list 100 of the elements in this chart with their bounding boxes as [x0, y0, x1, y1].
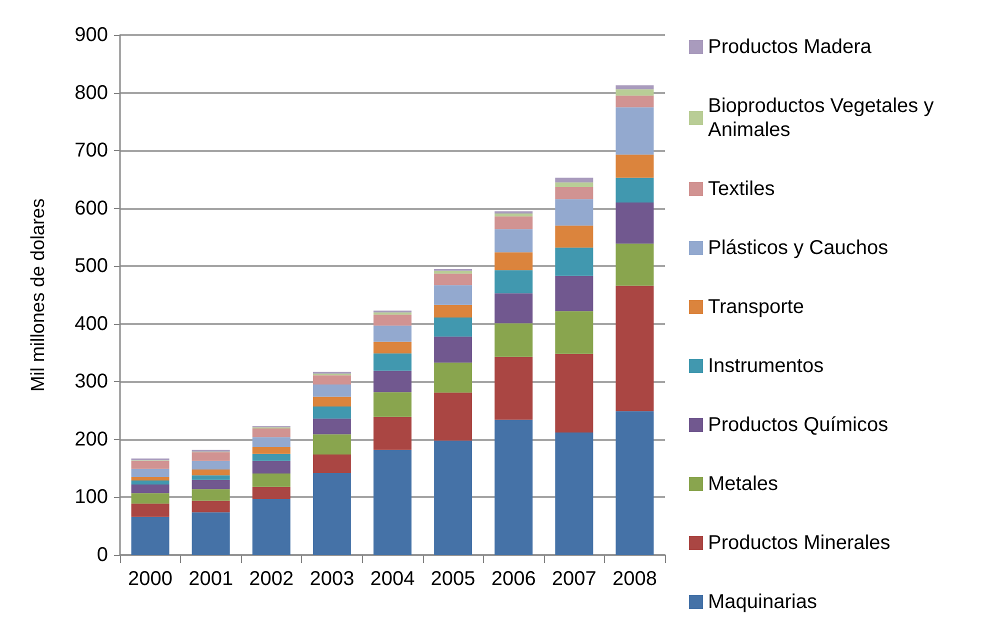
bar: [494, 323, 533, 357]
x-tick-label: 2001: [188, 568, 234, 590]
bar: [312, 375, 351, 385]
bar: [555, 311, 594, 354]
y-tick-label: 900: [74, 24, 108, 46]
bar: [374, 326, 412, 342]
bar: [131, 493, 170, 504]
y-axis-title: Mil millones de dolares: [28, 198, 49, 392]
bar: [555, 186, 594, 200]
bar: [494, 214, 533, 216]
bar: [555, 178, 594, 182]
bar: [192, 452, 230, 461]
bar: [616, 107, 654, 155]
bar: [192, 500, 230, 512]
bar: [252, 446, 290, 454]
bar: [555, 354, 594, 433]
x-tick-label: 2000: [128, 568, 173, 590]
bar: [555, 248, 594, 276]
bar: [192, 475, 230, 480]
bar: [616, 96, 654, 108]
bar: [555, 276, 594, 312]
legend-label: Bioproductos Vegetales y Animales: [708, 95, 940, 141]
x-tick-label: 2003: [310, 568, 354, 590]
x-tick-label: 2004: [370, 568, 415, 590]
x-tick-label: 2005: [430, 568, 476, 590]
bar: [192, 480, 230, 490]
y-tick-label: 200: [74, 428, 108, 450]
bar: [555, 199, 594, 226]
legend-label: Plásticos y Cauchos: [708, 237, 888, 259]
bar: [555, 432, 594, 555]
bar: [494, 252, 533, 270]
bar: [312, 472, 351, 555]
legend-label: Maquinarias: [708, 591, 817, 613]
bar: [252, 454, 290, 461]
bar: [494, 216, 533, 230]
bar: [434, 304, 472, 318]
y-tick-label: 100: [74, 486, 108, 508]
bar: [616, 154, 654, 178]
bar: [494, 229, 533, 252]
bar: [312, 454, 351, 473]
bar: [131, 468, 170, 477]
bar: [131, 504, 170, 517]
x-tick-label: 2007: [552, 568, 596, 590]
bar: [616, 244, 654, 286]
bar: [192, 469, 230, 476]
bar: [374, 370, 412, 392]
bar: [374, 392, 412, 417]
bar: [434, 318, 472, 337]
y-tick-label: 500: [74, 255, 108, 278]
bar: [434, 285, 472, 305]
y-tick-label: 300: [74, 370, 108, 393]
bar: [312, 396, 351, 407]
bar: [312, 418, 351, 434]
bar: [616, 89, 654, 96]
bar: [131, 480, 170, 485]
bar: [131, 516, 170, 555]
bar: [252, 428, 290, 438]
y-tick-label: 400: [74, 312, 108, 335]
legend-label: Transporte: [708, 296, 804, 318]
bar: [434, 336, 472, 363]
bar: [252, 474, 290, 487]
y-tick-label: 600: [74, 197, 108, 220]
legend-label: Textiles: [708, 178, 775, 200]
bar: [616, 411, 654, 555]
legend-label: Instrumentos: [708, 355, 824, 377]
bar: [616, 286, 654, 412]
bar: [192, 512, 230, 555]
y-tick-label: 0: [96, 544, 108, 566]
bar: [374, 450, 412, 555]
bar: [616, 202, 654, 244]
bar: [252, 486, 290, 499]
bar: [494, 211, 533, 214]
bar: [131, 484, 170, 494]
bar: [192, 460, 230, 470]
bar: [374, 416, 412, 450]
bar: [434, 362, 472, 393]
bar: [555, 226, 594, 248]
bar: [374, 314, 412, 326]
bar: [616, 178, 654, 203]
bar: [494, 420, 533, 555]
y-tick-label: 800: [74, 82, 108, 104]
legend-label: Productos Minerales: [708, 532, 890, 554]
legend-label: Productos Químicos: [708, 414, 888, 436]
bar: [616, 85, 654, 90]
bar: [374, 353, 412, 371]
bar: [494, 293, 533, 324]
bar: [434, 392, 472, 441]
bar: [494, 270, 533, 294]
legend-label: Productos Madera: [708, 36, 872, 58]
bar: [434, 440, 472, 555]
bar: [312, 406, 351, 419]
bar: [494, 356, 533, 420]
bar: [252, 460, 290, 474]
bar: [555, 182, 594, 187]
y-tick-label: 700: [74, 140, 108, 162]
x-tick-label: 2008: [612, 568, 657, 590]
bar: [252, 437, 290, 447]
x-tick-label: 2002: [249, 568, 294, 590]
bar: [434, 270, 472, 274]
bar: [312, 434, 351, 454]
